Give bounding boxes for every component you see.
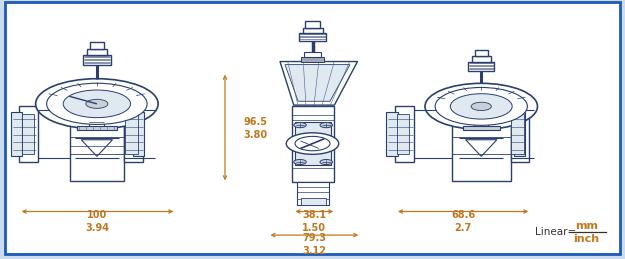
Polygon shape xyxy=(285,64,350,101)
Circle shape xyxy=(286,133,339,154)
FancyBboxPatch shape xyxy=(90,42,104,49)
Circle shape xyxy=(294,123,306,128)
Text: 38.1
1.50: 38.1 1.50 xyxy=(302,210,326,233)
FancyBboxPatch shape xyxy=(125,114,138,154)
FancyBboxPatch shape xyxy=(468,62,494,70)
FancyBboxPatch shape xyxy=(304,52,321,57)
Text: mm: mm xyxy=(575,221,598,231)
Text: Linear=: Linear= xyxy=(535,227,576,237)
Polygon shape xyxy=(280,62,358,105)
FancyBboxPatch shape xyxy=(133,112,144,156)
FancyBboxPatch shape xyxy=(19,106,38,162)
FancyBboxPatch shape xyxy=(299,33,326,41)
FancyBboxPatch shape xyxy=(514,112,525,156)
FancyBboxPatch shape xyxy=(397,114,409,154)
Circle shape xyxy=(320,160,332,164)
FancyBboxPatch shape xyxy=(395,106,414,162)
Circle shape xyxy=(47,83,147,124)
FancyBboxPatch shape xyxy=(302,28,322,33)
FancyBboxPatch shape xyxy=(22,114,34,154)
Circle shape xyxy=(63,90,131,118)
Text: 79.3
3.12: 79.3 3.12 xyxy=(302,233,326,256)
FancyBboxPatch shape xyxy=(386,112,398,156)
FancyBboxPatch shape xyxy=(87,49,107,55)
FancyBboxPatch shape xyxy=(5,2,620,254)
Text: 96.5
3.80: 96.5 3.80 xyxy=(244,117,268,140)
Text: 68.6
2.7: 68.6 2.7 xyxy=(451,210,475,233)
FancyBboxPatch shape xyxy=(475,50,488,56)
FancyBboxPatch shape xyxy=(70,113,124,181)
Circle shape xyxy=(294,160,306,164)
Circle shape xyxy=(450,94,512,119)
FancyBboxPatch shape xyxy=(511,106,529,162)
Circle shape xyxy=(425,83,538,130)
FancyBboxPatch shape xyxy=(301,198,326,205)
FancyBboxPatch shape xyxy=(474,123,488,130)
FancyBboxPatch shape xyxy=(124,106,142,162)
FancyBboxPatch shape xyxy=(297,182,329,205)
FancyBboxPatch shape xyxy=(292,106,334,182)
Circle shape xyxy=(36,79,158,129)
Circle shape xyxy=(471,102,491,111)
FancyBboxPatch shape xyxy=(305,21,320,28)
Text: inch: inch xyxy=(573,234,599,244)
Circle shape xyxy=(295,136,330,151)
Circle shape xyxy=(320,123,332,128)
FancyBboxPatch shape xyxy=(89,121,104,129)
FancyBboxPatch shape xyxy=(511,114,524,154)
FancyBboxPatch shape xyxy=(452,113,511,181)
FancyBboxPatch shape xyxy=(295,122,331,165)
Circle shape xyxy=(86,99,108,108)
FancyBboxPatch shape xyxy=(472,56,491,62)
FancyBboxPatch shape xyxy=(301,57,324,62)
FancyBboxPatch shape xyxy=(83,55,111,64)
Circle shape xyxy=(435,88,528,125)
FancyBboxPatch shape xyxy=(462,126,500,131)
FancyBboxPatch shape xyxy=(11,112,22,156)
FancyBboxPatch shape xyxy=(77,126,117,130)
Text: 100
3.94: 100 3.94 xyxy=(86,210,109,233)
